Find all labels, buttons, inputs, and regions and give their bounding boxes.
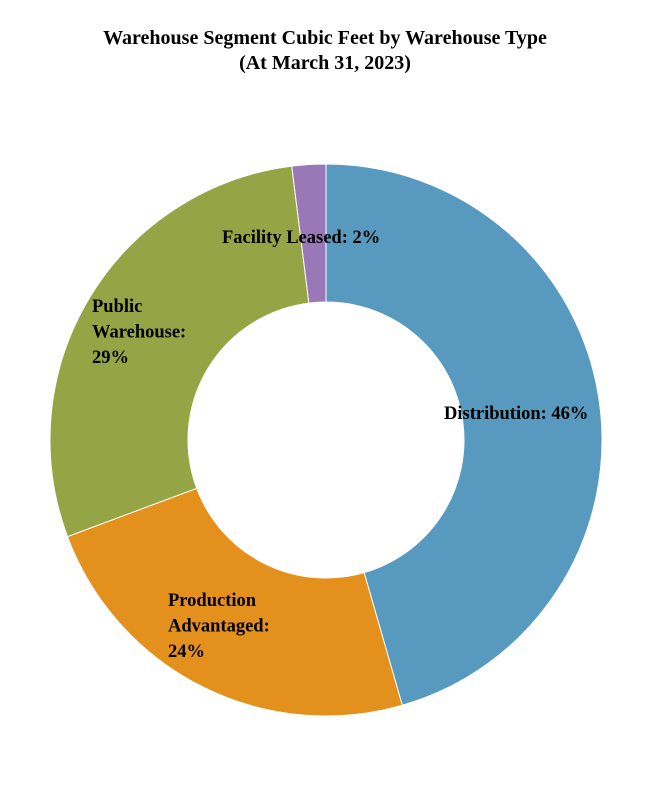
slice-label-line: 24% [168, 642, 205, 662]
slice-distribution [325, 163, 603, 706]
chart-subtitle: (At March 31, 2023) [239, 52, 411, 74]
slice-label-line: 29% [92, 348, 129, 368]
slice-label-facility-leased: Facility Leased: 2% [222, 228, 380, 248]
slice-label-line: Distribution: 46% [444, 404, 588, 424]
slice-label-public-warehouse: Public Warehouse: 29% [92, 297, 186, 368]
slice-production-advantaged [66, 487, 403, 717]
chart-title: Warehouse Segment Cubic Feet by Warehous… [103, 27, 547, 49]
slice-label-line: Public [92, 297, 142, 317]
slice-label-production-advantaged: Production Advantaged: 24% [168, 591, 270, 662]
slice-public-warehouse [49, 165, 310, 538]
slice-label-line: Advantaged: [168, 617, 270, 637]
slice-label-line: Production [168, 591, 257, 611]
slice-label-line: Warehouse: [92, 323, 186, 343]
slice-facility-leased [291, 163, 327, 304]
slice-label-line: Facility Leased: 2% [222, 228, 380, 248]
slice-label-distribution: Distribution: 46% [444, 404, 588, 424]
